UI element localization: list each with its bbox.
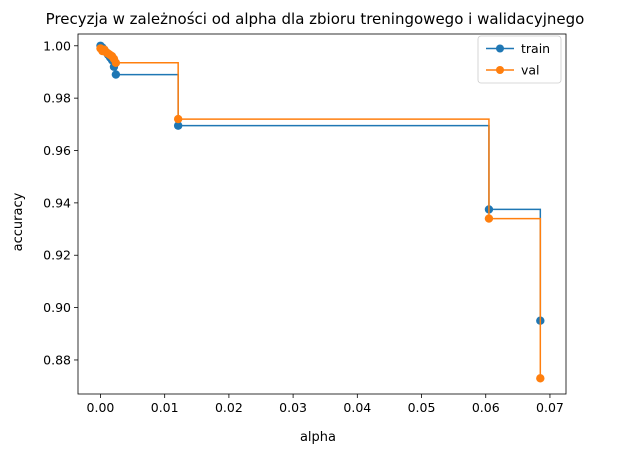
legend-label-val: val <box>521 63 540 78</box>
y-tick-label: 0.96 <box>43 143 71 158</box>
data-point-val <box>536 374 545 383</box>
legend: train val <box>477 35 562 84</box>
legend-marker-val <box>496 66 504 74</box>
x-tick-label: 0.07 <box>536 400 564 415</box>
y-tick-label: 0.92 <box>43 248 71 263</box>
x-tick-label: 0.03 <box>279 400 307 415</box>
y-tick-label: 0.88 <box>43 352 71 367</box>
y-tick-label: 0.94 <box>43 195 71 210</box>
x-tick-label: 0.00 <box>87 400 115 415</box>
legend-marker-train <box>496 44 504 53</box>
chart-title: Precyzja w zależności od alpha dla zbior… <box>46 10 585 28</box>
data-point-val <box>484 214 494 223</box>
y-tick-label: 0.90 <box>43 300 71 315</box>
x-tick-label: 0.05 <box>408 400 436 415</box>
x-tick-label: 0.06 <box>472 400 500 415</box>
y-tick-label: 0.98 <box>43 91 71 106</box>
legend-label-train: train <box>521 41 550 56</box>
data-point-val <box>173 114 183 124</box>
x-axis: 0.00 0.01 0.02 0.03 0.04 0.05 0.06 0.07 <box>87 394 564 415</box>
plot-frame <box>77 33 567 395</box>
y-axis: 0.88 0.90 0.92 0.94 0.96 0.98 1.00 <box>43 38 78 367</box>
y-tick-label: 1.00 <box>43 38 71 53</box>
y-axis-label: accuracy <box>11 192 26 251</box>
series-layer <box>96 41 545 383</box>
data-point-train <box>111 70 121 79</box>
data-point-train <box>173 121 183 130</box>
x-tick-label: 0.04 <box>343 400 371 415</box>
x-axis-label: alpha <box>300 430 336 445</box>
x-tick-label: 0.02 <box>215 400 243 415</box>
legend-item-val: val <box>486 63 540 78</box>
legend-item-train: train <box>486 41 550 56</box>
data-point-val <box>111 58 121 67</box>
x-tick-label: 0.01 <box>151 400 179 415</box>
